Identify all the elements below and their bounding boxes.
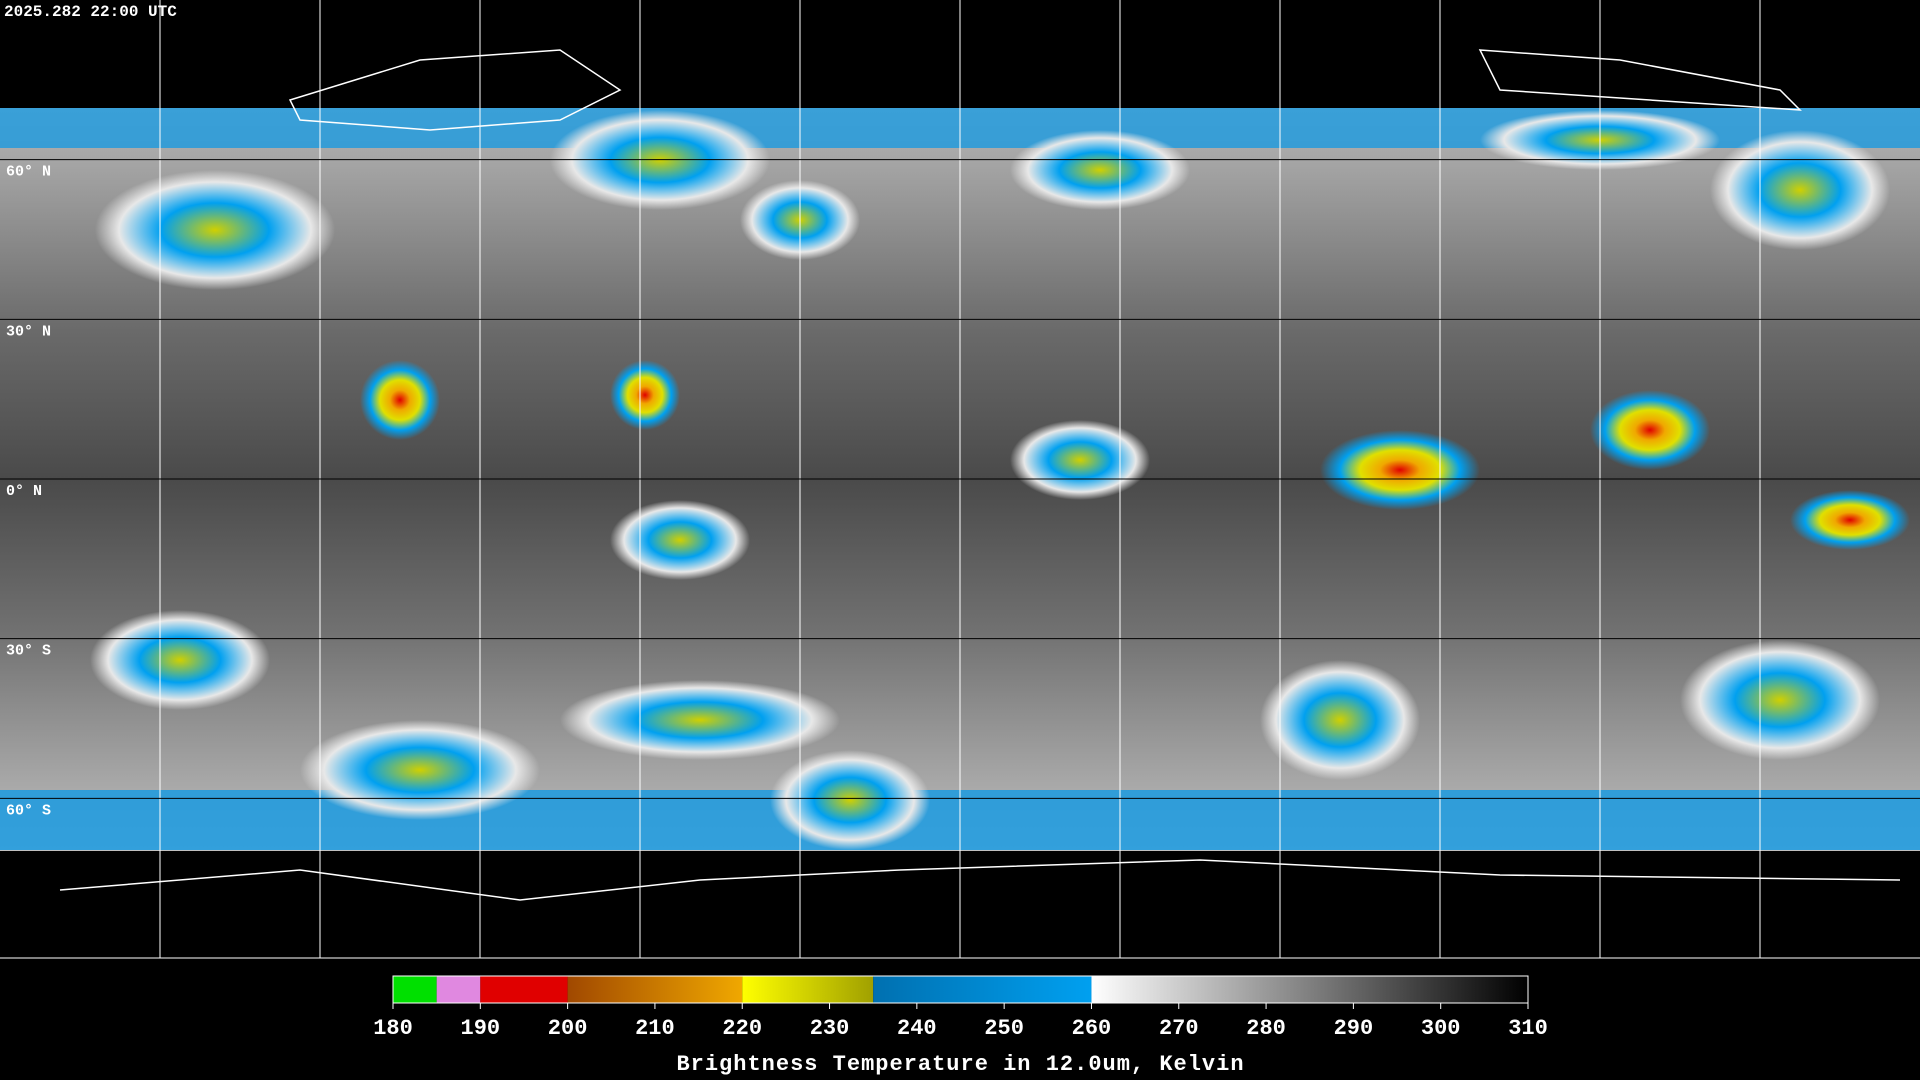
colorbar-segment (436, 976, 481, 1003)
lat-label: 30° S (6, 643, 51, 660)
colorbar-tick-label: 210 (635, 1016, 675, 1041)
colorbar-tick-label: 260 (1072, 1016, 1112, 1041)
colorbar-segment (480, 976, 568, 1003)
colorbar-tick-label: 190 (461, 1016, 501, 1041)
colorbar-tick-label: 310 (1508, 1016, 1548, 1041)
timestamp: 2025.282 22:00 UTC (4, 3, 177, 21)
colorbar-tick-label: 250 (984, 1016, 1024, 1041)
colorbar-label: Brightness Temperature in 12.0um, Kelvin (676, 1052, 1244, 1077)
colorbar-segment (1091, 976, 1528, 1003)
colorbar-tick-label: 180 (373, 1016, 413, 1041)
colorbar-tick-label: 270 (1159, 1016, 1199, 1041)
colorbar-tick-label: 290 (1334, 1016, 1374, 1041)
lat-label: 60° S (6, 802, 51, 819)
colorbar-segment (742, 976, 874, 1003)
colorbar-tick-label: 220 (722, 1016, 762, 1041)
colorbar-segment (873, 976, 1092, 1003)
colorbar-tick-label: 230 (810, 1016, 850, 1041)
colorbar-tick-label: 300 (1421, 1016, 1461, 1041)
colorbar-tick-label: 280 (1246, 1016, 1286, 1041)
lat-label: 30° N (6, 323, 51, 340)
lat-label: 0° N (6, 483, 42, 500)
lat-label: 60° N (6, 164, 51, 181)
colorbar: 180 190 200 210 220 230 240 250 260 270 280 290 300 3… (373, 975, 1548, 1077)
colorbar-tick-label: 240 (897, 1016, 937, 1041)
colorbar-segment (393, 976, 437, 1003)
colorbar-tick-label: 200 (548, 1016, 588, 1041)
colorbar-frame (392, 975, 1529, 1004)
graticule: 60° N 30° N 0° N 30° S 60° S (0, 0, 1920, 959)
colorbar-segment (567, 976, 743, 1003)
